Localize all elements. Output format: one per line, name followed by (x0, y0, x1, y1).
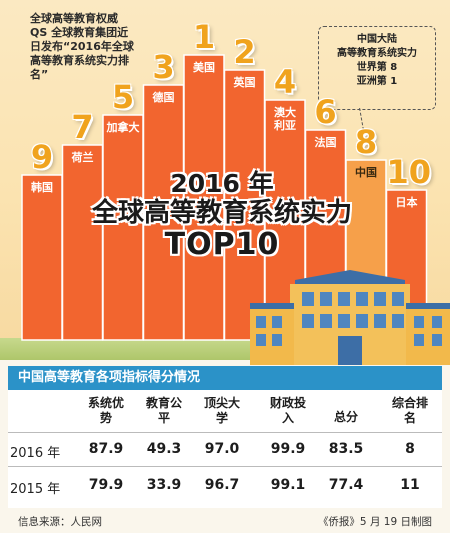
table-cell: 49.3 (146, 441, 182, 457)
country-label: 德国 (152, 91, 175, 104)
column-header: 财政投入 (269, 396, 306, 425)
rank-number: 1 (192, 18, 216, 56)
country-label: 日本 (395, 196, 418, 209)
table-cell: 96.7 (204, 477, 240, 493)
country-label: 英国 (233, 76, 256, 89)
row-label: 2015 年 (10, 482, 61, 497)
table-cell: 87.9 (88, 441, 124, 457)
country-label: 美国 (193, 61, 215, 74)
table-cell: 11 (400, 477, 420, 493)
column-header: 总分 (333, 410, 358, 424)
table-cell: 83.5 (328, 441, 364, 457)
row-label: 2016 年 (10, 446, 61, 461)
callout-line: 中国大陆 (357, 34, 397, 45)
column-header: 教育公平 (145, 396, 182, 425)
table-cell: 79.9 (88, 477, 124, 493)
title-top10: TOP10 (164, 227, 280, 262)
table-cell: 97.0 (204, 441, 240, 457)
table-cell: 99.1 (270, 477, 306, 493)
column-header: 系统优势 (87, 396, 124, 425)
china-callout: 中国大陆 高等教育系统实力 世界第 8 亚洲第 1 (318, 26, 436, 110)
table-title: 中国高等教育各项指标得分情况 (8, 366, 442, 390)
rank-number: 8 (354, 123, 378, 161)
callout-line: 高等教育系统实力 (337, 48, 417, 59)
bar-1 (21, 174, 63, 341)
table-cell: 8 (405, 441, 415, 457)
china-scores-table: 中国高等教育各项指标得分情况 系统优势 教育公平 顶尖大学 财政投入 总分 综合… (8, 366, 442, 508)
bar-2 (61, 144, 104, 341)
table-cell: 99.9 (270, 441, 306, 457)
column-header: 顶尖大学 (203, 396, 240, 425)
country-label: 加拿大 (106, 121, 140, 134)
rank-number: 4 (273, 63, 297, 101)
intro-text: 全球高等教育权威 QS 全球教育集团近日发布“2016年全球高等教育系统实力排名… (30, 12, 134, 81)
rank-number: 9 (30, 138, 54, 176)
source-note: 信息来源：人民网 (18, 516, 102, 528)
bar-3 (102, 114, 144, 341)
column-header: 综合排名 (391, 396, 428, 425)
credit-note: 《侨报》5 月 19 日制图 (317, 516, 432, 528)
rank-number: 6 (314, 93, 337, 131)
university-building-illustration (250, 270, 450, 365)
table-cell: 77.4 (328, 477, 364, 493)
country-label: 法国 (314, 136, 337, 149)
rank-number: 2 (233, 33, 256, 71)
country-label: 荷兰 (71, 151, 94, 164)
title-year: 2016 年 (170, 169, 274, 198)
rank-number: 7 (71, 108, 94, 146)
rank-number: 5 (111, 78, 135, 116)
callout-line: 世界第 8 (356, 62, 398, 73)
table-cell: 33.9 (146, 477, 182, 493)
country-label: 韩国 (31, 181, 53, 194)
rank-number: 10 (386, 153, 432, 191)
chart-title: 2016 年 全球高等教育系统实力 TOP10 (52, 170, 392, 262)
title-main: 全球高等教育系统实力 (91, 198, 352, 228)
country-label: 中国 (355, 166, 377, 179)
row-divider (8, 432, 442, 433)
rank-number: 3 (152, 48, 175, 86)
row-divider (8, 466, 442, 467)
bar-4 (142, 84, 185, 341)
country-label: 澳大 利亚 (274, 106, 296, 132)
callout-line: 亚洲第 1 (356, 76, 398, 87)
